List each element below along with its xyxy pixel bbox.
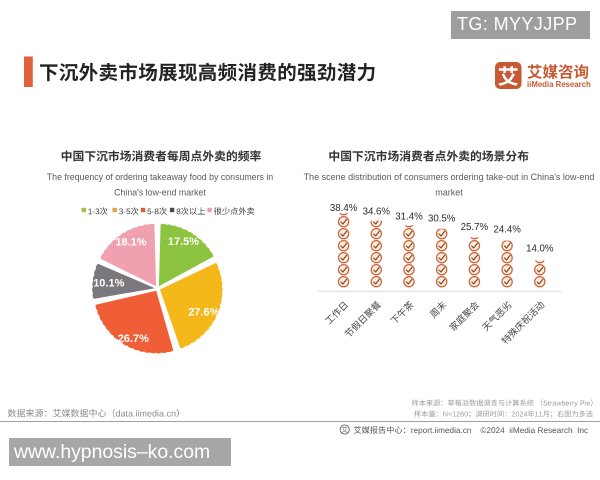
- svg-text:www.hypnosis–ko.com: www.hypnosis–ko.com: [13, 441, 210, 463]
- svg-text:38.4%: 38.4%: [330, 203, 358, 214]
- svg-text:iiMedia Research: iiMedia Research: [527, 80, 591, 89]
- svg-text:34.6%: 34.6%: [363, 206, 391, 217]
- svg-text:31.4%: 31.4%: [395, 211, 423, 222]
- svg-text:China's low-end market: China's low-end market: [114, 188, 206, 198]
- svg-text:17.5%: 17.5%: [168, 236, 199, 248]
- svg-text:The scene distribution of cons: The scene distribution of consumers orde…: [304, 172, 595, 182]
- svg-text:30.5%: 30.5%: [428, 213, 456, 224]
- svg-text:27.6%: 27.6%: [188, 307, 219, 319]
- svg-text:10.1%: 10.1%: [93, 277, 124, 289]
- svg-text:The frequency of ordering take: The frequency of ordering takeaway food …: [47, 172, 274, 182]
- svg-text:24.4%: 24.4%: [493, 224, 521, 235]
- svg-text:18.1%: 18.1%: [115, 236, 146, 248]
- svg-text:14.0%: 14.0%: [526, 244, 554, 255]
- svg-text:25.7%: 25.7%: [461, 222, 489, 233]
- svg-text:market: market: [435, 188, 463, 198]
- svg-text:TG: MYYJJPP: TG: MYYJJPP: [457, 14, 577, 34]
- svg-text:26.7%: 26.7%: [118, 333, 149, 345]
